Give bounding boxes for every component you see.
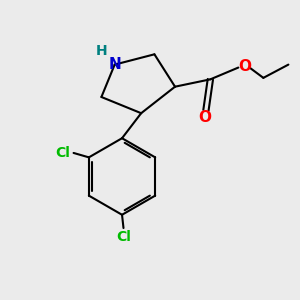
Text: O: O bbox=[238, 58, 251, 74]
Text: N: N bbox=[108, 57, 121, 72]
Text: H: H bbox=[96, 44, 107, 58]
Text: Cl: Cl bbox=[116, 230, 131, 244]
Text: O: O bbox=[198, 110, 211, 125]
Text: Cl: Cl bbox=[55, 146, 70, 160]
